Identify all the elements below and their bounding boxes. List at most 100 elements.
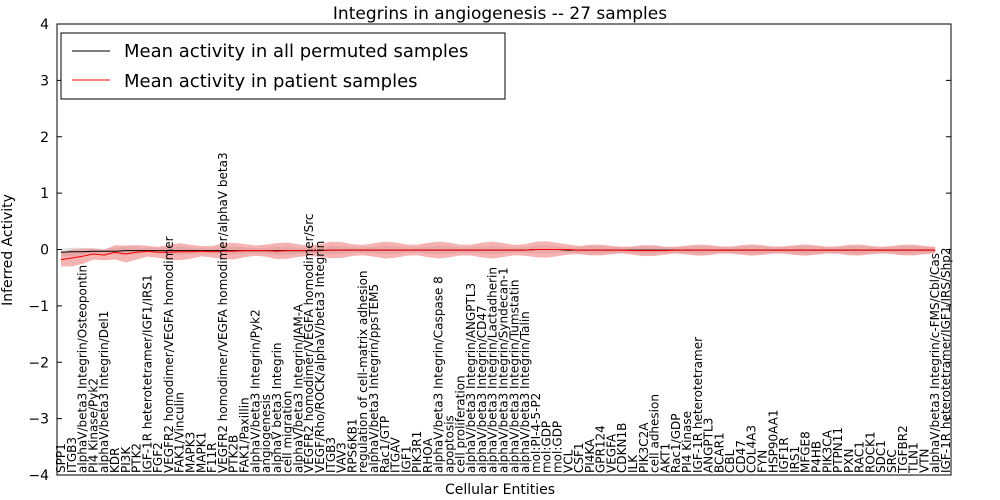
x-tick-label: VEGFR2 homodimer/VEGFA homodimer/alphaV …	[216, 152, 230, 473]
legend-label-patient: Mean activity in patient samples	[124, 71, 418, 92]
x-tick-label: ILK	[626, 454, 640, 473]
x-tick-label: PTK2	[130, 443, 144, 473]
chart-title: Integrins in angiogenesis -- 27 samples	[333, 4, 667, 24]
x-tick-label: VEGF/Rho/ROCK/alphaV/beta3 Integrin	[313, 241, 327, 473]
x-tick-label: FGF2	[151, 442, 165, 473]
x-tick-label: ITGB3	[324, 437, 338, 473]
x-tick-label: alphaV/beta3 Integrin/Del1	[97, 311, 111, 473]
y-tick-label: −2	[28, 355, 49, 371]
legend-box	[60, 32, 506, 100]
x-tick-label: cell adhesion	[648, 394, 662, 473]
y-tick-label: 2	[40, 130, 49, 146]
x-tick-label: COL4A3	[745, 425, 759, 473]
legend-label-permuted: Mean activity in all permuted samples	[124, 41, 468, 62]
x-tick-label: alphaV/beta3 Integrin/Pyk2	[248, 309, 262, 473]
x-tick-label: PIK3C2A	[637, 422, 651, 473]
x-tick-label: alphaV/beta3 Integrin/Caspase 8	[432, 276, 446, 473]
x-tick-label: ROCK1	[863, 431, 877, 473]
x-tick-label: VCL	[561, 449, 575, 473]
x-tick-label: TLN1	[907, 442, 921, 474]
x-tick-label: PI3K	[119, 446, 133, 473]
x-tick-label: ANGPTL3	[702, 418, 716, 473]
x-tick-label: BCAR1	[712, 432, 726, 473]
x-tick-label: IGF1	[399, 446, 413, 473]
x-tick-label: Rac1/GTP	[378, 416, 392, 473]
y-axis-label: Inferred Activity	[0, 194, 16, 306]
x-tick-label: F11R	[205, 442, 219, 473]
x-tick-label: alphaV/beta3 Integrin/c-FMS/Cbl/Cas	[928, 253, 942, 473]
x-tick-label: apoptosis	[443, 415, 457, 473]
patient-band	[61, 241, 936, 267]
y-tick-label: −4	[28, 468, 49, 484]
x-tick-label: alphaV/beta3 Integrin/Lactadherin	[486, 267, 500, 473]
x-tick-label: RHOA	[421, 437, 435, 473]
x-tick-label: mol:GDP	[550, 421, 564, 473]
x-tick-label: IRS1	[788, 446, 802, 473]
y-tick-label: 0	[40, 243, 49, 259]
x-tick-label: FAK1/Paxillin	[237, 397, 251, 473]
x-tick-label: CBL	[723, 449, 737, 473]
x-tick-label: Rac1/GDP	[669, 414, 683, 473]
x-tick-label: alphaV/beta3 Integrin/Osteopontin	[76, 265, 90, 473]
x-tick-label: IGF1R	[777, 437, 791, 473]
x-tick-label: PXN	[842, 449, 856, 473]
x-tick-label: PIK3R1	[410, 431, 424, 473]
x-tick-label: IGF-1R heterotetramer/IGF1/IRS1	[140, 274, 154, 473]
x-tick-label: PI4 Kinase	[680, 411, 694, 473]
x-tick-label: PTK2B	[227, 435, 241, 473]
x-tick-label: mol:GDP	[540, 421, 554, 473]
x-tick-label: alphaV/beta3 Integrin/Syndecan-1	[497, 267, 511, 473]
x-tick-label: SRC	[885, 449, 899, 473]
series-lines	[60, 249, 936, 261]
x-tick-label: P4HB	[809, 441, 823, 473]
x-tick-label: angiogenesis	[259, 394, 273, 473]
x-tick-label: AKT1	[658, 443, 672, 473]
y-tick-label: −3	[28, 412, 49, 428]
x-tick-label: CD47	[734, 440, 748, 473]
x-tick-label: RPS6KB1	[345, 418, 359, 473]
x-tick-label: cell migration	[281, 391, 295, 473]
x-tick-label: VEGFA	[604, 433, 618, 473]
x-tick-label: CDKN1B	[615, 423, 629, 473]
x-tick-label: PIK3CA	[820, 429, 834, 473]
x-tick-label: alphaV/beta3 Integrin/CD47	[475, 305, 489, 473]
x-tick-label: alphaV beta3 Integrin	[270, 342, 284, 473]
y-axis-ticks: 4 3 2 1 0 −1 −2 −3 −4	[28, 17, 951, 484]
x-tick-label: regulation of cell-matrix adhesion	[356, 270, 370, 473]
x-tick-label: SDC1	[874, 440, 888, 473]
x-tick-label: KDR	[108, 448, 122, 473]
x-tick-label: RAC1	[853, 441, 867, 473]
x-tick-label: TGFBR2	[896, 425, 910, 474]
x-tick-label: cell proliferation	[453, 375, 467, 473]
x-tick-label: CSF1	[572, 442, 586, 473]
x-tick-label: MAPK1	[194, 432, 208, 473]
confidence-bands	[61, 241, 936, 267]
x-tick-label: mol:PI-4-5-P2	[529, 393, 543, 473]
y-tick-label: −1	[28, 299, 49, 315]
x-tick-label: alphaV/beta3 Integrin/Tumstatin	[507, 279, 521, 473]
x-tick-label: VEGFR2 homodimer/VEGFA homodimer/Src	[302, 213, 316, 473]
x-tick-label: alphaV/beta3 Integrin/ANGPTL3	[464, 283, 478, 473]
x-tick-label: alphaV/beta3 Integrin/ppsTEM5	[367, 284, 381, 473]
y-tick-label: 1	[40, 186, 49, 202]
x-tick-label: PI4KA	[583, 438, 597, 473]
x-tick-label: IGF-1R heterotetramer	[691, 337, 705, 473]
x-tick-label: IGF-1R heterotetramer/IGF1/IRS/Shp2	[939, 247, 953, 473]
x-tick-label: MAPK3	[184, 432, 198, 473]
x-tick-label: MFGE8	[799, 431, 813, 473]
x-tick-label: alphaV/beta3 Integrin/JAM-A	[291, 303, 305, 473]
x-axis-label: Cellular Entities	[445, 482, 555, 498]
x-tick-label: PTPN11	[831, 427, 845, 473]
x-tick-label: VEGFR2 homodimer/VEGFA homodimer	[162, 236, 176, 473]
x-tick-label: ITGB3	[65, 437, 79, 473]
x-tick-label: PI4 Kinase/Pyk2	[86, 378, 100, 473]
x-tick-label: SPP1	[54, 443, 68, 473]
y-tick-label: 3	[40, 73, 49, 89]
x-tick-label: HSP90AA1	[766, 409, 780, 473]
x-tick-label: ITGAV	[389, 436, 403, 473]
x-tick-label: VTN	[917, 448, 931, 473]
x-tick-label: FAK1/Vinculin	[173, 392, 187, 473]
